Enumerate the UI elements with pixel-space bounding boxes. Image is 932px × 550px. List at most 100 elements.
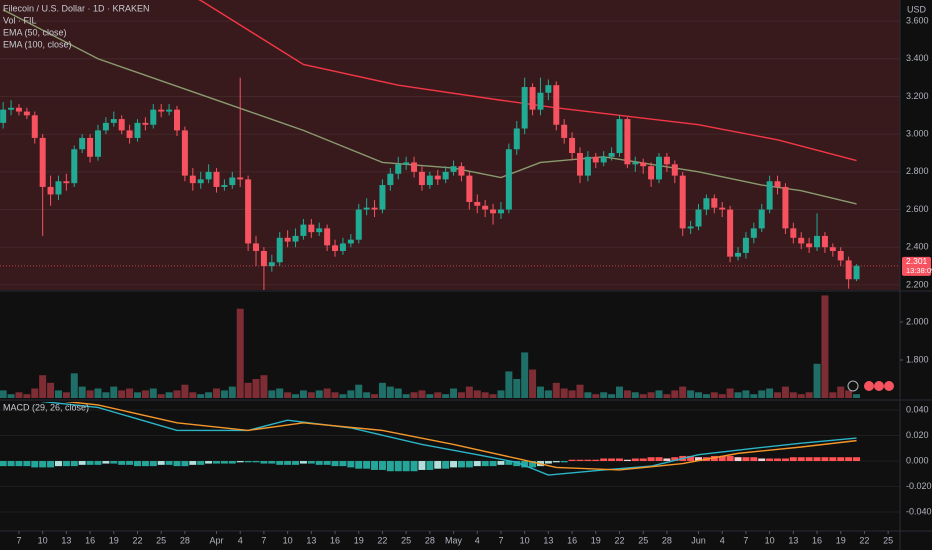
volume-bar	[339, 394, 347, 398]
histogram-bar	[734, 457, 742, 462]
candle-body	[253, 243, 260, 251]
candle-body	[561, 124, 568, 138]
candle-body	[173, 109, 180, 131]
histogram-bar	[758, 458, 766, 462]
volume-bar	[110, 386, 118, 398]
x-tick-label: 25	[883, 535, 893, 545]
histogram-bar	[23, 461, 31, 467]
y-tick-label: -0.040	[906, 506, 932, 516]
candle-body	[102, 122, 109, 131]
candle-body	[837, 250, 844, 261]
macd-line	[40, 402, 857, 476]
y-tick-label: 2.000	[906, 316, 929, 326]
volume-bar	[426, 394, 434, 398]
candle-body	[711, 198, 718, 208]
histogram-bar	[457, 461, 465, 468]
candle-body	[513, 128, 520, 150]
volume-bar	[378, 382, 386, 398]
volume-bar	[197, 394, 205, 398]
candle-body	[632, 162, 639, 165]
volume-bar	[205, 392, 213, 398]
candle-body	[134, 122, 141, 138]
candle-body	[450, 166, 457, 172]
candle-body	[774, 181, 781, 187]
histogram-bar	[726, 455, 734, 462]
volume-bar	[481, 392, 489, 398]
candle-body	[703, 198, 710, 210]
histogram-bar	[663, 458, 671, 462]
y-tick-label: 3.400	[906, 53, 929, 63]
histogram-bar	[205, 461, 213, 464]
x-tick-label: 13	[61, 535, 71, 545]
candle-body	[221, 185, 228, 187]
histogram-bar	[829, 457, 837, 462]
volume-bar	[47, 382, 55, 398]
x-tick-label: 25	[156, 535, 166, 545]
histogram-bar	[86, 461, 94, 465]
histogram-bar	[149, 461, 157, 467]
candle-body	[624, 119, 631, 165]
volume-bar	[789, 392, 797, 398]
volume-bar	[576, 384, 584, 398]
candle-body	[576, 153, 583, 176]
volume-bar	[489, 394, 497, 398]
candle-body	[347, 239, 354, 244]
histogram-bar	[608, 458, 616, 462]
x-tick-label: 4	[720, 535, 725, 545]
volume-bar	[434, 392, 442, 398]
candle-body	[158, 109, 165, 112]
volume-bar	[307, 392, 315, 398]
y-tick-label: 0.020	[906, 430, 929, 440]
histogram-bar	[813, 457, 821, 462]
candle-body	[735, 252, 742, 257]
histogram-bar	[710, 455, 718, 462]
x-tick-label: 19	[109, 535, 119, 545]
price-pane	[0, 0, 900, 290]
volume-bar	[671, 390, 679, 398]
volume-bar	[284, 392, 292, 398]
volume-bar	[718, 394, 726, 398]
histogram-bar	[465, 461, 473, 468]
volume-bar	[536, 386, 544, 398]
x-tick-label: 25	[638, 535, 648, 545]
y-tick-label: 2.400	[906, 242, 929, 252]
histogram-bar	[220, 461, 228, 464]
y-tick-label: 1.800	[906, 354, 929, 364]
histogram-bar	[157, 461, 165, 465]
histogram-bar	[774, 458, 782, 462]
candle-body	[671, 164, 678, 176]
volume-bar	[39, 375, 47, 398]
currency: USD	[907, 4, 927, 14]
candle-body	[197, 179, 204, 184]
y-tick-label: 2.800	[906, 166, 929, 176]
candle-body	[395, 164, 402, 174]
icon	[874, 381, 884, 391]
y-tick-label: 0.000	[906, 455, 929, 465]
candle-body	[505, 149, 512, 210]
candle-body	[39, 137, 46, 187]
histogram-bar	[252, 461, 260, 463]
candle-body	[387, 173, 394, 186]
volume-bar	[173, 390, 181, 398]
volume-bar	[133, 392, 141, 398]
histogram-bar	[497, 461, 505, 465]
volume-bar	[0, 390, 7, 398]
histogram-bar	[347, 461, 355, 468]
histogram-bar	[489, 461, 497, 467]
candle-body	[845, 260, 852, 280]
candle-body	[142, 122, 149, 125]
volume-bar	[655, 390, 663, 398]
volume-bar	[742, 390, 750, 398]
volume-bar	[750, 394, 758, 398]
volume-icons	[847, 380, 894, 392]
ema-line	[198, 0, 857, 162]
volume-bar	[568, 390, 576, 398]
histogram-bar	[576, 459, 584, 462]
x-tick-label: 22	[859, 535, 869, 545]
volume-bar	[497, 390, 505, 398]
volume-bar	[758, 390, 766, 398]
volume-bar	[299, 390, 307, 398]
x-tick-label: 19	[591, 535, 601, 545]
x-tick-label: Apr	[209, 535, 223, 545]
